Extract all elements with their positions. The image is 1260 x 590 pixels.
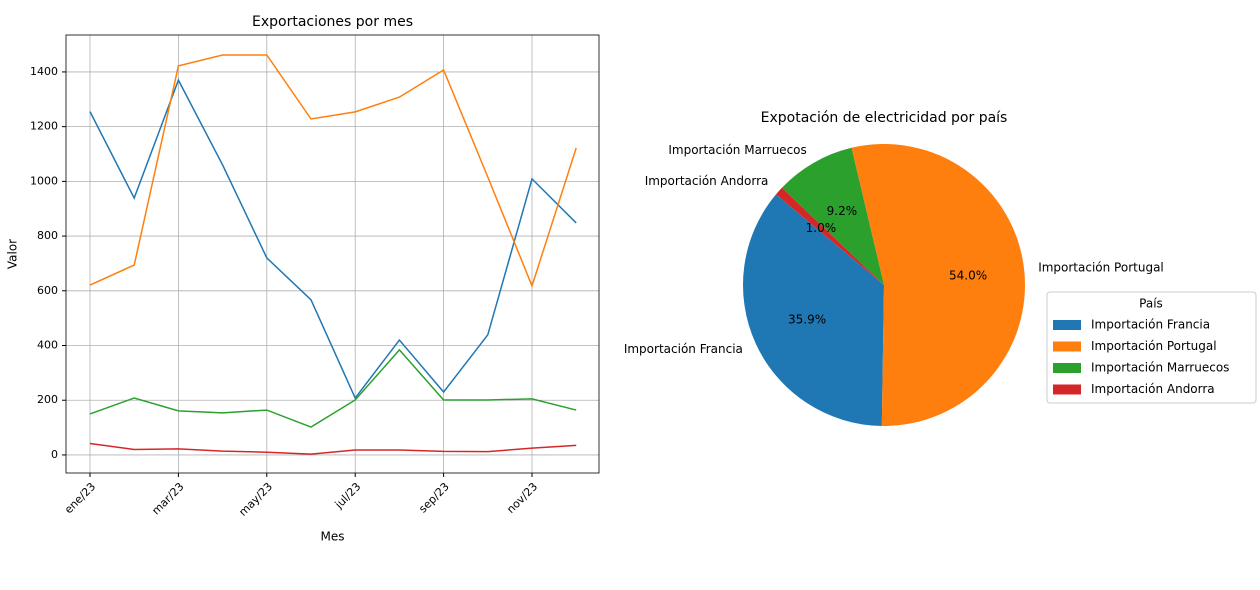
x-tick-label: sep/23 [416,480,451,515]
y-tick-label: 200 [37,393,58,406]
legend-title: País [1139,297,1163,311]
legend-swatch [1053,384,1081,395]
pie-slice [781,147,884,285]
value-label: 54.0% [949,268,987,282]
plot-frame [65,34,600,474]
legend-box [1046,291,1257,404]
legend-label: Importación Marruecos [1091,361,1229,375]
series-line [89,348,577,428]
pie-slice [851,143,1025,426]
slice-label: Importación Francia [624,342,743,356]
chart-title: Expotación de electricidad por país [761,110,1008,126]
value-label: 35.9% [788,313,826,327]
legend-swatch [1053,320,1081,330]
legend-label: Importación Andorra [1091,382,1215,396]
y-tick-label: 1000 [30,174,58,187]
chart-title: Exportaciones por mes [252,14,413,30]
x-tick-label: mar/23 [149,480,186,517]
value-label: 9.2% [827,204,858,218]
y-tick-label: 400 [37,339,58,352]
pie-slice [775,187,884,285]
slice-label: Importación Andorra [645,174,769,188]
x-axis-label: Mes [321,530,345,544]
slice-label: Importación Marruecos [668,143,806,157]
x-tick-label: jul/23 [332,480,364,512]
pie-slice [743,194,884,426]
y-tick-label: 1400 [30,65,58,78]
x-tick-label: may/23 [236,480,275,519]
series-line [89,442,577,455]
y-tick-label: 0 [51,448,58,461]
y-axis-label: Valor [6,239,20,269]
y-tick-label: 600 [37,284,58,297]
legend-label: Importación Francia [1091,318,1210,332]
legend-swatch [1053,341,1081,352]
x-tick-label: nov/23 [504,480,540,516]
y-tick-label: 800 [37,229,58,242]
series-line [89,54,577,289]
value-label: 1.0% [806,221,837,235]
y-tick-label: 1200 [30,120,58,133]
x-tick-label: ene/23 [62,480,98,516]
series-line [89,78,577,400]
legend-swatch [1053,363,1081,373]
legend-label: Importación Portugal [1091,339,1217,353]
slice-label: Importación Portugal [1038,261,1164,275]
